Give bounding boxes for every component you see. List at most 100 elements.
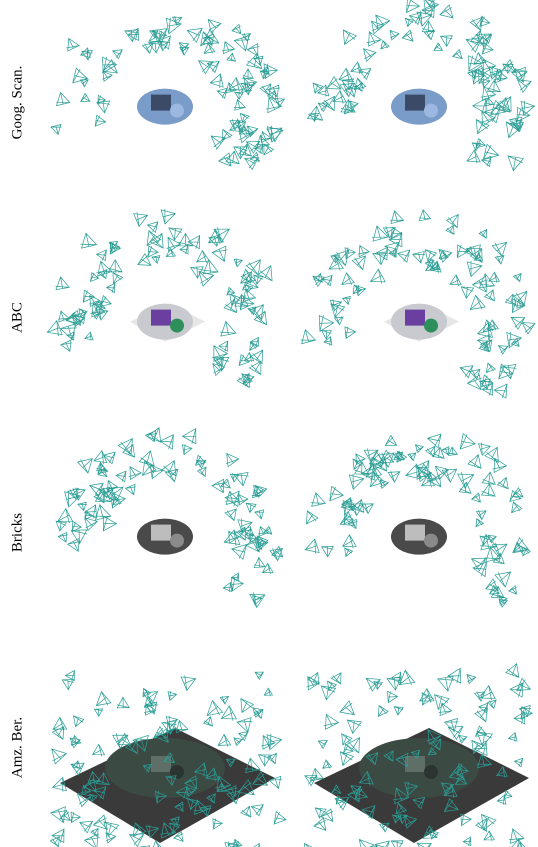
camera-frustum — [66, 38, 79, 51]
camera-frustum — [492, 543, 507, 557]
camera-frustum — [99, 269, 107, 278]
camera-frustum — [501, 364, 517, 378]
camera-frustum — [419, 210, 431, 221]
camera-frustum — [318, 85, 329, 97]
camera-frustum — [342, 296, 350, 304]
object — [424, 765, 438, 779]
camera-frustum — [319, 315, 333, 331]
camera-frustum — [168, 691, 177, 700]
camera-frustum — [78, 502, 87, 510]
camera-frustum — [94, 709, 102, 716]
camera-frustum — [213, 364, 225, 376]
camera-frustum — [459, 735, 467, 743]
camera-frustum — [103, 60, 117, 73]
camera-frustum — [488, 700, 496, 708]
camera-frustum — [274, 812, 286, 824]
camera-frustum — [479, 230, 487, 239]
camera-frustum — [61, 340, 72, 351]
camera-frustum — [47, 321, 62, 336]
camera-frustum — [117, 697, 129, 708]
panel — [307, 0, 534, 171]
camera-frustum — [353, 459, 362, 469]
camera-frustum — [51, 124, 62, 134]
camera-frustum — [250, 152, 259, 161]
panel — [51, 16, 285, 170]
camera-frustum — [247, 54, 262, 69]
camera-frustum — [56, 93, 70, 106]
camera-frustum — [440, 5, 453, 18]
object — [170, 319, 184, 333]
camera-frustum — [330, 486, 344, 500]
camera-frustum — [97, 101, 110, 113]
camera-frustum — [522, 323, 535, 335]
camera-frustum — [235, 92, 243, 99]
camera-frustum — [125, 484, 136, 494]
camera-frustum — [106, 833, 116, 843]
camera-frustum — [343, 30, 356, 45]
camera-frustum — [237, 718, 252, 733]
camera-frustum — [423, 0, 438, 14]
camera-frustum — [225, 509, 236, 521]
camera-frustum — [51, 807, 67, 823]
camera-frustum — [482, 472, 495, 484]
camera-frustum — [318, 103, 328, 112]
camera-frustum — [91, 273, 99, 282]
camera-frustum — [492, 242, 506, 256]
camera-frustum — [250, 843, 259, 847]
camera-frustum — [134, 212, 148, 226]
camera-frustum — [211, 136, 225, 149]
camera-frustum — [521, 101, 534, 116]
camera-frustum — [161, 209, 175, 224]
camera-frustum — [56, 521, 66, 531]
camera-frustum — [139, 451, 154, 466]
camera-frustum — [241, 806, 251, 817]
camera-frustum — [442, 468, 457, 482]
object — [170, 765, 184, 779]
camera-frustum — [513, 542, 524, 553]
object — [151, 310, 171, 326]
camera-frustum — [434, 43, 443, 50]
camera-frustum — [388, 471, 400, 482]
camera-frustum — [227, 287, 235, 295]
object — [405, 310, 425, 326]
camera-frustum — [390, 211, 403, 224]
camera-frustum — [499, 346, 508, 354]
camera-frustum — [207, 701, 223, 716]
camera-frustum — [509, 732, 517, 741]
camera-frustum — [181, 675, 196, 690]
camera-frustum — [322, 330, 332, 339]
camera-frustum — [495, 256, 504, 264]
camera-frustum — [204, 717, 213, 726]
camera-frustum — [52, 829, 64, 843]
camera-frustum — [275, 98, 284, 107]
camera-frustum — [203, 260, 218, 274]
camera-frustum — [187, 28, 202, 42]
camera-frustum — [235, 294, 248, 306]
camera-frustum — [322, 546, 334, 556]
camera-frustum — [482, 484, 496, 497]
camera-frustum — [508, 156, 523, 171]
camera-frustum — [391, 841, 403, 847]
panel — [301, 210, 535, 398]
camera-frustum — [222, 42, 234, 54]
camera-frustum — [227, 53, 236, 61]
camera-frustum — [258, 526, 268, 536]
camera-frustum — [475, 708, 488, 722]
camera-frustum — [339, 68, 353, 82]
camera-frustum — [366, 678, 380, 691]
camera-frustum — [198, 467, 207, 476]
camera-frustum — [445, 718, 459, 731]
camera-frustum — [138, 254, 151, 266]
camera-frustum — [376, 15, 390, 30]
camera-frustum — [218, 734, 231, 746]
camera-frustum — [448, 668, 461, 683]
camera-frustum — [107, 283, 115, 292]
camera-frustum — [489, 272, 500, 283]
camera-frustum — [214, 227, 229, 242]
camera-frustum — [514, 291, 527, 304]
camera-frustum — [482, 43, 493, 54]
camera-frustum — [152, 256, 160, 264]
camera-frustum — [439, 703, 452, 716]
panels — [47, 0, 535, 847]
camera-frustum — [96, 250, 106, 261]
